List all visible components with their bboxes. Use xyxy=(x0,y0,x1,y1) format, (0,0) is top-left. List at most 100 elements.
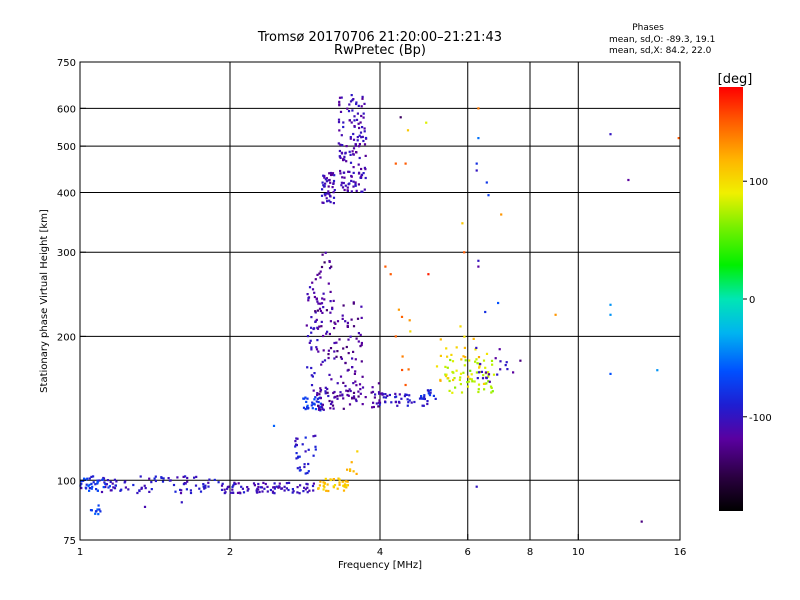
echo-point xyxy=(233,481,236,484)
echo-point xyxy=(343,483,347,486)
echo-point xyxy=(333,189,336,192)
echo-point xyxy=(476,362,479,365)
echo-point xyxy=(298,466,301,469)
echo-point xyxy=(435,365,439,368)
echo-point xyxy=(338,338,341,341)
echo-point xyxy=(352,166,355,169)
echo-point xyxy=(554,313,557,316)
echo-point xyxy=(318,397,321,400)
echo-point xyxy=(452,378,455,382)
echo-point xyxy=(182,475,185,478)
echo-point xyxy=(345,484,348,487)
echo-point xyxy=(80,479,83,483)
echo-point xyxy=(395,395,398,398)
echo-point xyxy=(487,371,490,374)
echo-point xyxy=(261,490,264,493)
echo-point xyxy=(295,444,298,447)
echo-point xyxy=(404,393,407,396)
echo-point xyxy=(161,480,165,483)
stats-line-o: mean, sd,O: -89.3, 19.1 xyxy=(609,35,715,45)
echo-point xyxy=(329,181,332,184)
echo-point xyxy=(342,157,345,161)
echo-point xyxy=(384,396,388,399)
echo-point xyxy=(341,144,344,147)
echo-point xyxy=(109,489,112,492)
echo-point xyxy=(233,483,236,486)
echo-point xyxy=(444,375,448,378)
echo-point xyxy=(349,389,352,393)
echo-point xyxy=(355,384,358,387)
echo-point xyxy=(482,359,486,362)
echo-point xyxy=(352,302,355,305)
y-tick-label: 200 xyxy=(57,332,76,343)
echo-point xyxy=(339,356,343,359)
echo-point xyxy=(477,265,480,268)
echo-point xyxy=(484,310,487,314)
echo-point xyxy=(423,396,426,399)
echo-point xyxy=(310,404,313,407)
echo-point xyxy=(418,397,422,400)
echo-point xyxy=(321,407,324,411)
echo-point xyxy=(361,375,364,378)
echo-point xyxy=(320,302,324,305)
echo-point xyxy=(466,381,469,384)
echo-point xyxy=(451,360,455,363)
echo-point xyxy=(120,488,123,491)
echo-point xyxy=(195,475,198,478)
echo-point xyxy=(316,392,319,395)
echo-point xyxy=(103,481,106,484)
echo-point xyxy=(450,353,453,356)
echo-point xyxy=(257,485,260,489)
colorbar-gradient xyxy=(719,87,743,511)
echo-point xyxy=(311,281,314,284)
echo-point xyxy=(310,326,313,329)
echo-point xyxy=(263,487,266,490)
echo-point xyxy=(333,350,336,353)
echo-point xyxy=(257,488,260,491)
echo-point xyxy=(264,482,267,486)
echo-point xyxy=(497,301,500,305)
echo-point xyxy=(80,487,83,490)
echo-point xyxy=(325,192,328,195)
echo-point xyxy=(324,390,327,393)
echo-point xyxy=(100,490,104,494)
echo-point xyxy=(331,401,334,404)
echo-point xyxy=(342,407,345,410)
echo-point xyxy=(332,182,335,185)
echo-point xyxy=(394,392,397,395)
y-tick-label: 750 xyxy=(57,58,76,69)
echo-point xyxy=(127,488,130,491)
echo-point xyxy=(341,480,344,483)
echo-point xyxy=(346,480,349,483)
echo-point xyxy=(477,371,481,374)
echo-point xyxy=(252,482,256,485)
echo-point xyxy=(332,299,335,302)
echo-point xyxy=(329,320,332,323)
echo-point xyxy=(253,484,256,487)
echo-point xyxy=(349,153,352,156)
echo-point xyxy=(407,401,410,404)
echo-point xyxy=(423,394,426,397)
echo-point xyxy=(360,175,363,178)
echo-point xyxy=(491,363,494,366)
echo-point xyxy=(339,169,342,173)
echo-point xyxy=(354,184,357,187)
echo-point xyxy=(301,443,304,446)
echo-point xyxy=(487,375,490,378)
echo-point xyxy=(321,253,324,256)
echo-point xyxy=(259,486,262,489)
echo-point xyxy=(363,188,366,191)
echo-point xyxy=(154,475,157,478)
echo-point xyxy=(331,404,335,407)
echo-point xyxy=(342,121,345,124)
echo-point xyxy=(406,129,410,132)
echo-point xyxy=(363,127,366,130)
echo-point xyxy=(348,170,351,173)
echo-point xyxy=(361,97,364,100)
echo-point xyxy=(338,100,341,103)
echo-point xyxy=(459,372,463,375)
echo-point xyxy=(342,397,345,400)
echo-point xyxy=(364,136,368,140)
echo-point xyxy=(453,377,456,380)
echo-point xyxy=(490,359,494,362)
